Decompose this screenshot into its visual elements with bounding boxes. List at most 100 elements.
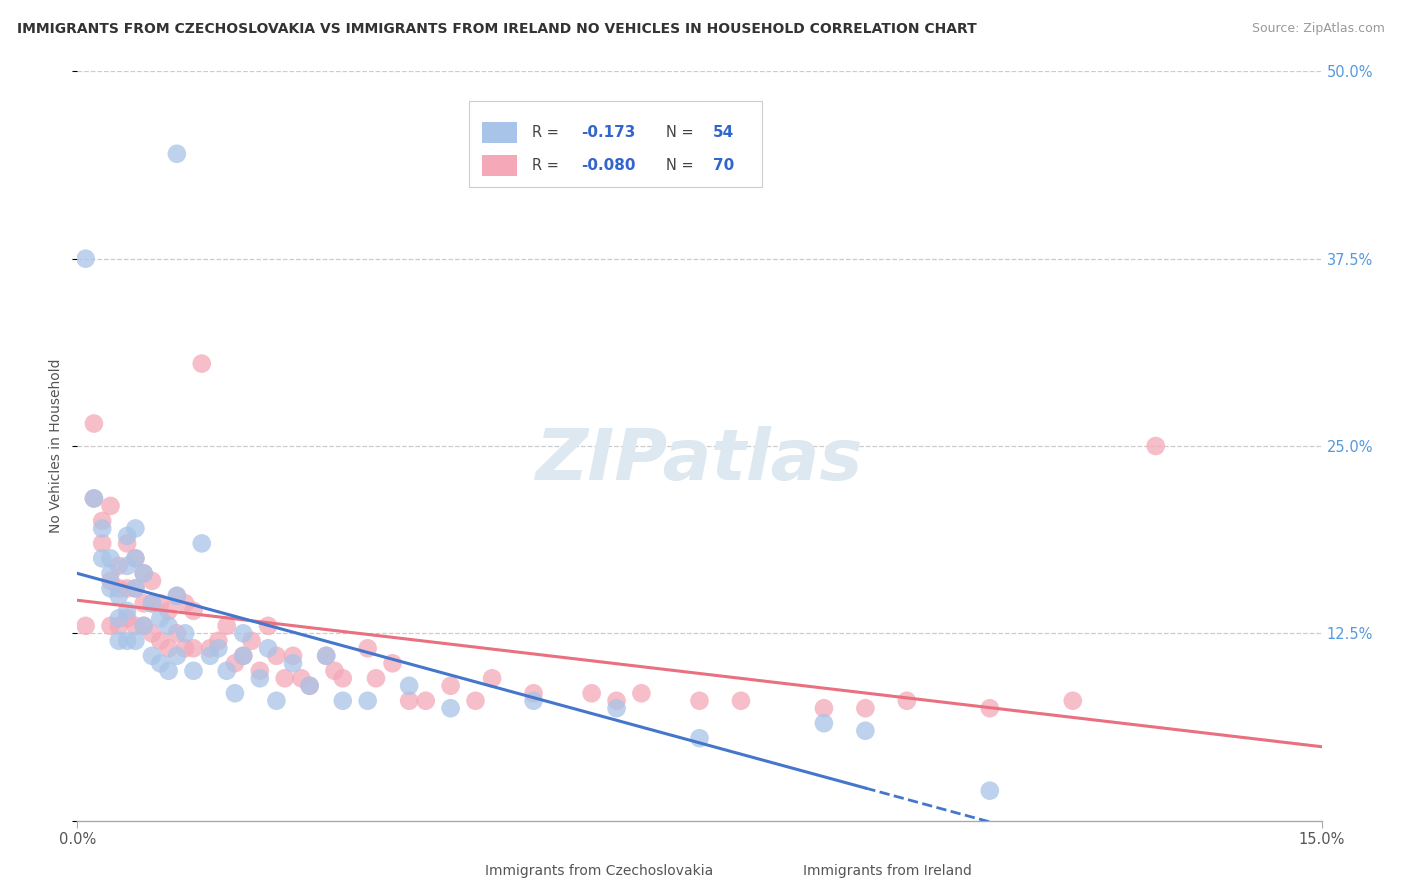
Point	[91, 536, 114, 550]
Point	[232, 648, 254, 663]
Point	[191, 357, 214, 371]
Point	[75, 252, 97, 266]
Point	[298, 679, 321, 693]
Point	[364, 671, 387, 685]
Point	[132, 619, 155, 633]
Point	[108, 589, 131, 603]
Point	[141, 626, 163, 640]
Point	[141, 648, 163, 663]
Point	[83, 417, 105, 431]
Point	[357, 694, 380, 708]
FancyBboxPatch shape	[439, 861, 475, 881]
Point	[141, 574, 163, 588]
Point	[183, 604, 205, 618]
Point	[357, 641, 380, 656]
Point	[198, 641, 221, 656]
Point	[108, 558, 131, 573]
FancyBboxPatch shape	[755, 861, 793, 881]
Point	[207, 633, 229, 648]
Point	[249, 671, 271, 685]
Point	[124, 551, 146, 566]
Point	[415, 694, 437, 708]
Point	[224, 657, 246, 671]
Point	[115, 633, 138, 648]
Point	[606, 694, 628, 708]
Point	[855, 701, 877, 715]
Point	[298, 679, 321, 693]
Point	[523, 694, 546, 708]
Point	[124, 521, 146, 535]
Point	[979, 783, 1001, 797]
Point	[257, 619, 280, 633]
Point	[108, 633, 131, 648]
Point	[115, 558, 138, 573]
Point	[124, 633, 146, 648]
Point	[149, 596, 172, 610]
Point	[100, 566, 122, 581]
Point	[124, 582, 146, 596]
FancyBboxPatch shape	[470, 102, 762, 187]
Point	[157, 641, 180, 656]
Point	[166, 589, 188, 603]
Point	[157, 604, 180, 618]
Point	[398, 694, 420, 708]
Y-axis label: No Vehicles in Household: No Vehicles in Household	[49, 359, 63, 533]
Point	[166, 146, 188, 161]
Point	[1144, 439, 1167, 453]
Text: 54: 54	[713, 125, 734, 140]
Text: ZIPatlas: ZIPatlas	[536, 426, 863, 495]
Point	[115, 536, 138, 550]
Point	[855, 723, 877, 738]
Point	[274, 671, 297, 685]
Text: Immigrants from Czechoslovakia: Immigrants from Czechoslovakia	[485, 863, 714, 878]
Point	[115, 604, 138, 618]
Text: R =: R =	[531, 158, 562, 172]
Point	[157, 619, 180, 633]
Point	[149, 657, 172, 671]
Point	[108, 619, 131, 633]
Point	[581, 686, 603, 700]
Text: -0.080: -0.080	[581, 158, 636, 172]
Point	[198, 648, 221, 663]
Text: -0.173: -0.173	[581, 125, 636, 140]
Point	[224, 686, 246, 700]
Point	[75, 619, 97, 633]
Point	[440, 679, 463, 693]
Point	[257, 641, 280, 656]
Point	[166, 589, 188, 603]
Text: Source: ZipAtlas.com: Source: ZipAtlas.com	[1251, 22, 1385, 36]
Point	[813, 701, 835, 715]
Point	[166, 626, 188, 640]
Point	[207, 641, 229, 656]
Point	[896, 694, 918, 708]
Point	[523, 686, 546, 700]
Point	[91, 551, 114, 566]
Point	[100, 582, 122, 596]
Point	[124, 551, 146, 566]
Point	[83, 491, 105, 506]
Point	[332, 694, 354, 708]
Point	[440, 701, 463, 715]
Point	[315, 648, 337, 663]
Point	[266, 648, 288, 663]
Point	[100, 619, 122, 633]
Point	[183, 641, 205, 656]
Point	[115, 529, 138, 543]
Point	[115, 611, 138, 625]
Point	[124, 619, 146, 633]
Point	[100, 551, 122, 566]
Point	[215, 619, 238, 633]
Point	[315, 648, 337, 663]
Point	[132, 619, 155, 633]
Text: N =: N =	[666, 158, 699, 172]
Point	[215, 664, 238, 678]
Point	[132, 566, 155, 581]
Point	[232, 626, 254, 640]
Point	[174, 641, 197, 656]
Point	[83, 491, 105, 506]
Point	[481, 671, 503, 685]
Point	[381, 657, 404, 671]
Point	[124, 582, 146, 596]
Point	[464, 694, 486, 708]
Point	[281, 648, 304, 663]
